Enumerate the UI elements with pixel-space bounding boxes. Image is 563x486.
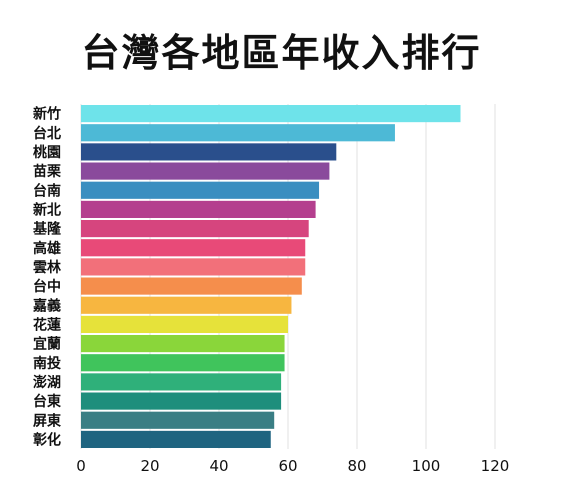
bar-14: [81, 373, 282, 391]
bar-10: [81, 296, 292, 314]
x-tick-label: 0: [76, 457, 86, 475]
bar-1: [81, 124, 395, 142]
bars: [81, 105, 461, 448]
bar-2: [81, 143, 337, 161]
gridlines: [80, 104, 496, 449]
bar-9: [81, 277, 302, 295]
bar-4: [81, 181, 320, 199]
category-label: 雲林: [33, 259, 61, 276]
category-label: 高雄: [33, 240, 61, 257]
x-tick-label: 20: [140, 457, 159, 475]
category-label: 新北: [33, 201, 61, 218]
category-label: 新竹: [33, 106, 61, 123]
bar-17: [81, 430, 271, 448]
bar-7: [81, 239, 306, 257]
bar-8: [81, 258, 306, 276]
chart-title: 台灣各地區年收入排行: [81, 31, 482, 75]
bar-6: [81, 220, 309, 238]
category-label: 花蓮: [33, 316, 61, 333]
category-label: 南投: [33, 355, 61, 372]
x-tick-label: 40: [209, 457, 228, 475]
bar-12: [81, 335, 285, 353]
category-label: 屏東: [33, 412, 61, 429]
category-label: 嘉義: [32, 297, 61, 314]
bar-0: [81, 105, 461, 123]
category-label: 台中: [33, 278, 61, 295]
category-label: 桃園: [33, 144, 61, 161]
category-label: 基隆: [33, 221, 62, 238]
x-tick-labels: 0 20 40 60 80 100 120: [76, 457, 509, 475]
x-tick-label: 100: [412, 457, 441, 475]
bar-13: [81, 354, 285, 372]
bar-5: [81, 200, 316, 218]
category-label: 苗栗: [33, 163, 62, 180]
category-label: 彰化: [33, 431, 61, 448]
category-label: 澎湖: [33, 374, 61, 391]
bar-3: [81, 162, 330, 180]
category-label: 宜蘭: [33, 336, 61, 353]
category-label: 台南: [33, 182, 61, 199]
x-tick-label: 120: [481, 457, 510, 475]
category-label: 台東: [33, 393, 61, 410]
x-tick-label: 60: [278, 457, 297, 475]
category-label: 台北: [33, 125, 61, 142]
x-tick-label: 80: [347, 457, 366, 475]
bar-15: [81, 392, 282, 410]
bar-16: [81, 411, 275, 429]
bar-11: [81, 315, 288, 333]
